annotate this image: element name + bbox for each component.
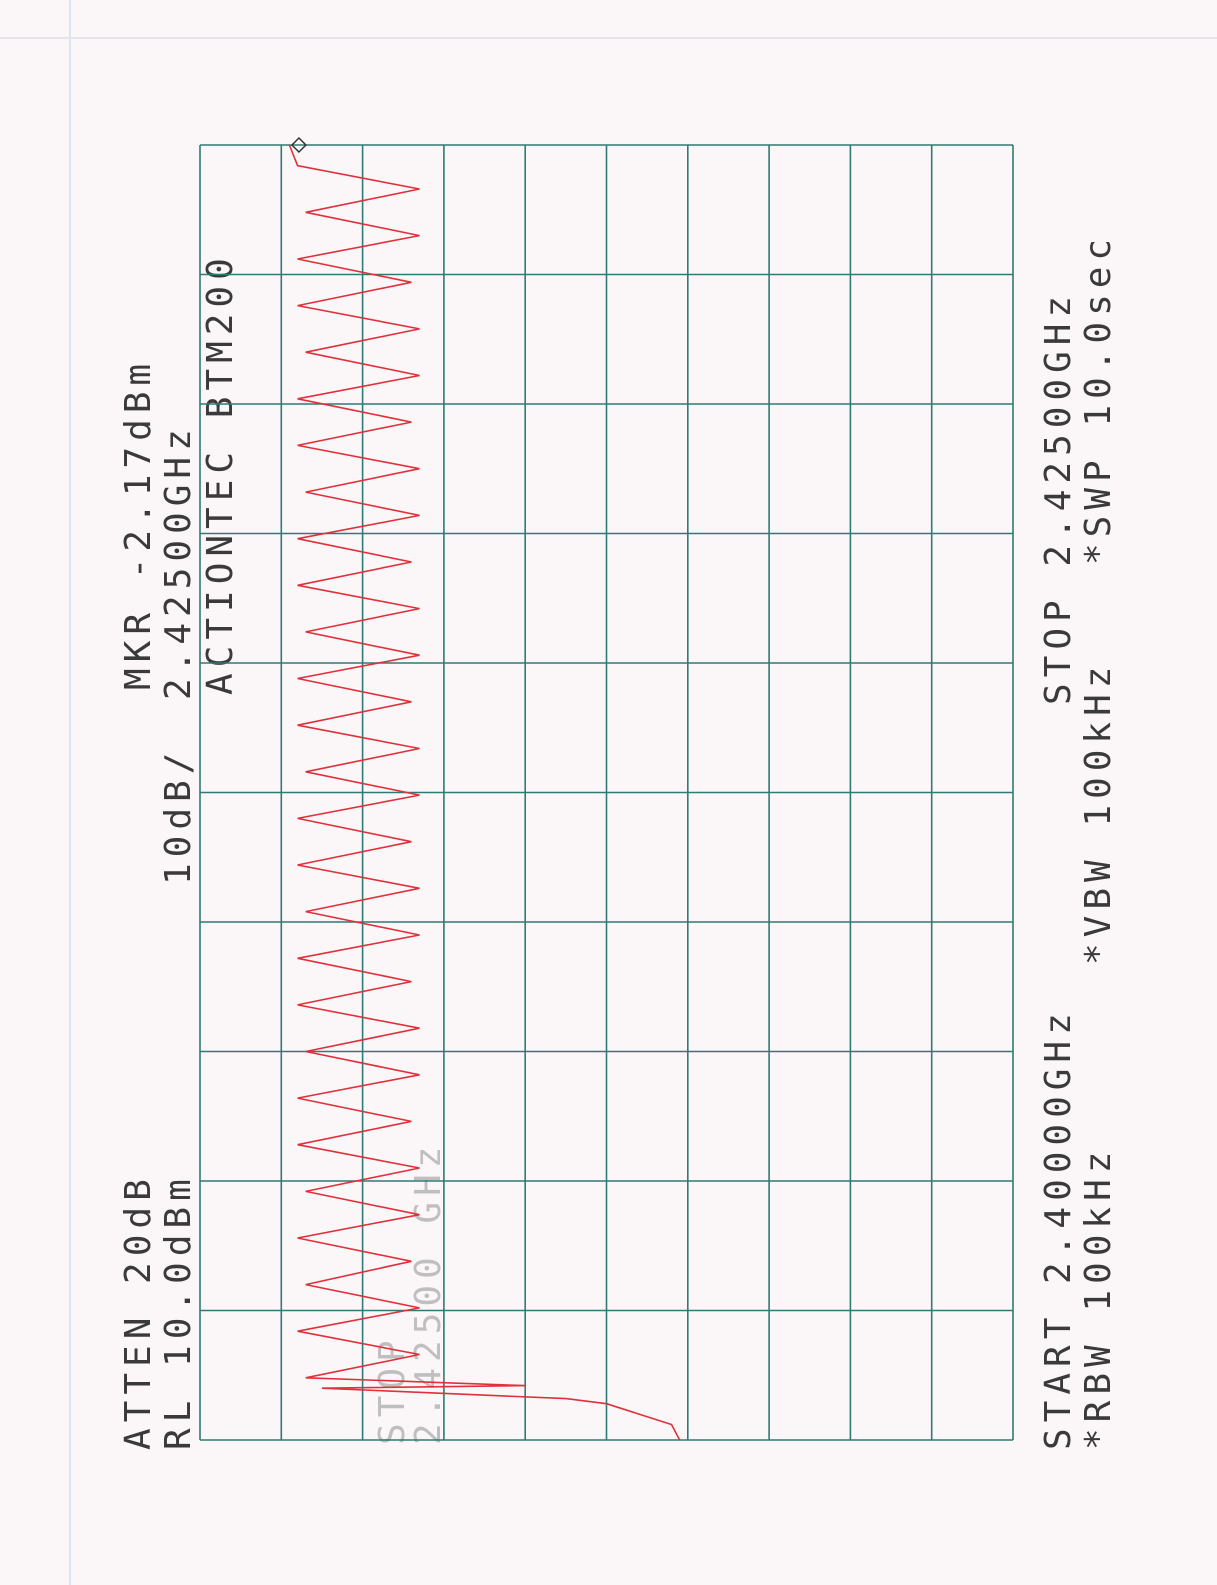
vbw-label: *VBW 100kHz xyxy=(1078,661,1119,965)
sweep-label: *SWP 10.0sec xyxy=(1078,233,1119,565)
scale-label: 10dB/ xyxy=(158,747,199,885)
start-label: START 2.40000GHz xyxy=(1038,1007,1079,1450)
trace xyxy=(288,144,681,1441)
ghost-label: STOP xyxy=(372,1334,413,1445)
rbw-label: *RBW 100kHz xyxy=(1078,1146,1119,1450)
chart-title: ACTIONTEC BTM200 xyxy=(200,252,241,695)
marker-freq-label: 2.42500GHz xyxy=(158,423,199,700)
ref-level-label: RL 10.0dBm xyxy=(158,1173,199,1450)
marker xyxy=(290,136,308,154)
atten-label: ATTEN 20dB xyxy=(118,1173,159,1450)
ghost-label: 2.42500 GHz xyxy=(408,1141,449,1445)
marker-label: MKR -2.17dBm xyxy=(118,358,159,690)
stop-label: STOP 2.42500GHz xyxy=(1038,290,1079,705)
